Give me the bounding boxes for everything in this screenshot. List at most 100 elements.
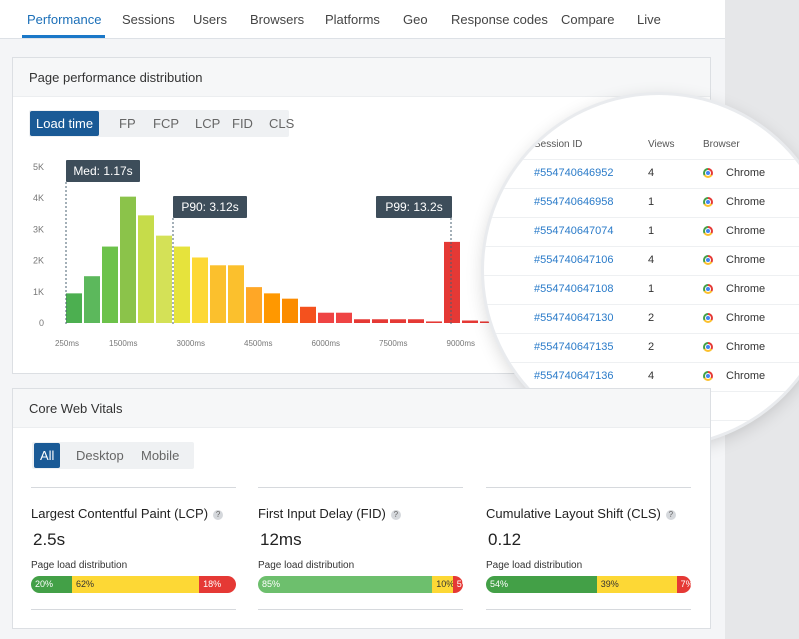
bar (318, 312, 334, 323)
bar (174, 246, 190, 323)
marker-badge (173, 196, 247, 218)
nav-tab[interactable]: Performance (27, 12, 102, 27)
bar-segment: 20% (31, 576, 72, 593)
chrome-icon (703, 371, 713, 381)
marker-label: Med: 1.17s (73, 164, 132, 178)
nav-tab[interactable]: Platforms (325, 12, 380, 27)
session-link[interactable]: #554740647136 (534, 370, 614, 382)
magnifier: Session ID Views Browser #554740646952 4 Chro… (484, 95, 799, 445)
metric-tab[interactable]: Load time (30, 111, 100, 136)
browser: Chrome (726, 167, 766, 179)
session-link[interactable]: #554740647074 (534, 225, 614, 237)
chrome-icon (703, 226, 713, 236)
metric-tab[interactable]: CLS (269, 116, 295, 131)
bar (462, 320, 478, 323)
bar (336, 312, 352, 323)
divider (31, 609, 236, 610)
x-tick-label: 250ms (55, 339, 79, 348)
bar-segment: 7% (676, 576, 691, 593)
browser: Chrome (726, 341, 766, 353)
filter-tab[interactable]: Mobile (141, 448, 180, 463)
x-tick-label: 6000ms (312, 339, 340, 348)
filter-tab[interactable]: All (34, 443, 61, 468)
y-tick-label: 4K (33, 193, 44, 203)
divider (31, 487, 236, 488)
bar (426, 321, 442, 323)
session-link[interactable]: #554740647130 (534, 312, 614, 324)
views: 1 (648, 225, 655, 237)
bar (84, 276, 100, 323)
bar-segment: 54% (486, 576, 597, 593)
y-tick-label: 0 (39, 318, 44, 328)
nav-tab[interactable]: Users (193, 12, 227, 27)
divider (486, 609, 691, 610)
header-line (484, 159, 799, 160)
bar (282, 298, 298, 323)
bar (228, 265, 244, 323)
metric-name: Largest Contentful Paint (LCP)? (31, 506, 224, 521)
views: 1 (648, 283, 655, 295)
marker-label: P99: 13.2s (385, 200, 442, 214)
views: 4 (648, 167, 655, 179)
nav-tab[interactable]: Sessions (122, 12, 175, 27)
nav-tab[interactable]: Live (637, 12, 661, 27)
distribution-bar: 85%10%5% (258, 576, 463, 593)
caption: Page load distribution (258, 560, 355, 571)
metric-name-text: First Input Delay (FID) (258, 506, 386, 521)
views: 4 (648, 254, 655, 266)
nav-tab[interactable]: Compare (561, 12, 615, 27)
views: 2 (648, 312, 655, 324)
session-link[interactable]: #554740647108 (534, 283, 614, 295)
tab-bar: Performance Sessions Users Browsers Platform… (0, 0, 725, 39)
bar (120, 196, 136, 323)
bar (408, 319, 424, 323)
session-link[interactable]: #554740647135 (534, 341, 614, 353)
x-tick-label: 9000ms (447, 339, 475, 348)
metric-tab[interactable]: FID (232, 116, 253, 131)
x-tick-label: 4500ms (244, 339, 272, 348)
bar (192, 257, 208, 323)
row-line (484, 188, 799, 189)
x-tick-label: 7500ms (379, 339, 407, 348)
chrome-icon (703, 342, 713, 352)
session-link[interactable]: #554740647106 (534, 254, 614, 266)
y-tick-label: 3K (33, 224, 44, 234)
metric-name: Cumulative Layout Shift (CLS)? (486, 506, 676, 521)
help-icon[interactable]: ? (390, 510, 401, 520)
browser: Chrome (726, 225, 766, 237)
row-line (484, 275, 799, 276)
browser: Chrome (726, 196, 766, 208)
bar (300, 306, 316, 323)
metric-tabs: Load time FP FCP LCP FID CLS (29, 110, 294, 137)
filter-tab[interactable]: Desktop (76, 448, 124, 463)
metric-value: 12ms (260, 530, 302, 549)
bar (210, 265, 226, 323)
bar-segment: 10% (432, 576, 453, 593)
metric-value: 0.12 (488, 530, 522, 549)
histogram: 0 1K 2K 3K 4K 5K 250ms 1500ms 3000ms 4500ms 6000ms… (33, 160, 496, 348)
nav-tab[interactable]: Browsers (250, 12, 305, 27)
metric-tab[interactable]: FP (119, 116, 136, 131)
divider (258, 609, 463, 610)
card-title: Page performance distribution (29, 70, 203, 85)
help-icon[interactable]: ? (213, 510, 224, 520)
metric-name-text: Largest Contentful Paint (LCP) (31, 506, 209, 521)
active-tab-indicator (22, 35, 105, 38)
nav-tab[interactable]: Geo (403, 12, 428, 27)
nav-tab[interactable]: Response codes (451, 12, 548, 27)
metric-tab[interactable]: FCP (153, 116, 179, 131)
row-line (484, 304, 799, 305)
session-link[interactable]: #554740646958 (534, 196, 614, 208)
browser: Chrome (726, 283, 766, 295)
chrome-icon (703, 284, 713, 294)
bar (444, 241, 460, 323)
bar-segment: 62% (72, 576, 200, 593)
help-icon[interactable]: ? (665, 510, 676, 520)
metric-tab[interactable]: LCP (195, 116, 221, 131)
y-tick-label: 5K (33, 162, 44, 172)
session-link[interactable]: #554740646952 (534, 167, 614, 179)
bar-segment: 18% (199, 576, 236, 593)
divider (258, 487, 463, 488)
x-tick-label: 3000ms (177, 339, 205, 348)
marker-badge (376, 196, 452, 218)
